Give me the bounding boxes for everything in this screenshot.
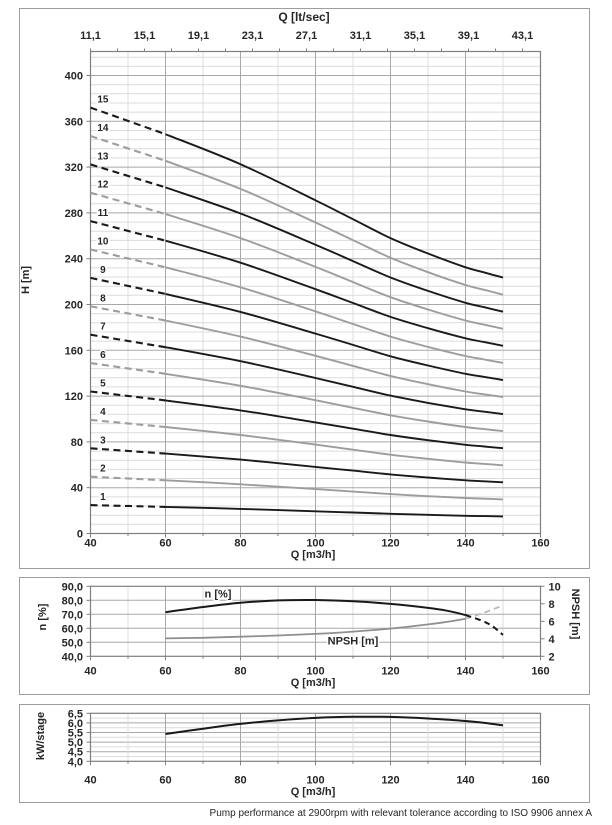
svg-text:1: 1: [100, 492, 106, 503]
svg-text:140: 140: [456, 538, 474, 550]
svg-text:60: 60: [159, 538, 171, 550]
svg-text:15,1: 15,1: [134, 30, 155, 42]
svg-text:13: 13: [97, 151, 109, 162]
power-chart-box: [19, 704, 590, 803]
svg-text:5,0: 5,0: [68, 737, 83, 749]
svg-text:100: 100: [306, 775, 324, 787]
svg-text:70,0: 70,0: [62, 609, 83, 621]
svg-text:160: 160: [531, 666, 549, 678]
svg-text:10: 10: [549, 581, 561, 593]
svg-text:320: 320: [65, 162, 83, 174]
svg-text:80: 80: [234, 666, 246, 678]
svg-text:80: 80: [71, 437, 83, 449]
svg-text:60: 60: [159, 666, 171, 678]
power-chart-x-axis-title: Q [m3/h]: [290, 786, 336, 798]
svg-text:0: 0: [77, 529, 83, 541]
svg-text:35,1: 35,1: [404, 30, 425, 42]
svg-text:4,5: 4,5: [68, 747, 83, 759]
svg-text:6,0: 6,0: [68, 718, 83, 730]
svg-text:NPSH [m]: NPSH [m]: [328, 636, 379, 648]
svg-text:6: 6: [549, 616, 555, 628]
svg-text:80,0: 80,0: [62, 595, 83, 607]
svg-text:8: 8: [100, 293, 106, 304]
svg-text:80: 80: [234, 538, 246, 550]
svg-text:80: 80: [234, 775, 246, 787]
svg-text:4: 4: [549, 634, 556, 646]
head-axis-title: H [m]: [20, 265, 32, 295]
svg-text:240: 240: [65, 254, 83, 266]
svg-text:40: 40: [84, 775, 96, 787]
svg-text:400: 400: [65, 71, 83, 83]
svg-text:40: 40: [84, 666, 96, 678]
svg-text:5: 5: [100, 379, 106, 390]
svg-text:200: 200: [65, 300, 83, 312]
svg-text:100: 100: [306, 666, 324, 678]
svg-text:40: 40: [84, 538, 96, 550]
svg-text:120: 120: [381, 538, 399, 550]
svg-text:6: 6: [100, 350, 106, 361]
svg-text:43,1: 43,1: [512, 30, 533, 42]
svg-text:5,5: 5,5: [68, 728, 83, 740]
svg-text:39,1: 39,1: [458, 30, 479, 42]
footer-note: Pump performance at 2900rpm with relevan…: [209, 808, 592, 819]
svg-text:140: 140: [456, 666, 474, 678]
efficiency-axis-title: n [%]: [37, 603, 49, 631]
svg-text:2: 2: [549, 651, 555, 663]
svg-text:40: 40: [71, 483, 83, 495]
svg-text:11,1: 11,1: [80, 30, 101, 42]
svg-text:n [%]: n [%]: [205, 589, 232, 601]
svg-text:3: 3: [100, 435, 106, 446]
svg-text:360: 360: [65, 116, 83, 128]
svg-text:60: 60: [159, 775, 171, 787]
head-capacity-chart-box: [19, 8, 590, 569]
svg-text:4: 4: [100, 407, 106, 418]
svg-text:90,0: 90,0: [62, 581, 83, 593]
svg-text:10: 10: [97, 237, 109, 248]
svg-text:8: 8: [549, 599, 555, 611]
efficiency-npsh-chart-box: [19, 577, 590, 695]
svg-text:120: 120: [65, 391, 83, 403]
svg-text:2: 2: [100, 464, 106, 475]
svg-text:140: 140: [456, 775, 474, 787]
svg-text:11: 11: [98, 208, 109, 219]
head-chart-x-axis-title: Q [m3/h]: [290, 549, 336, 561]
efficiency-chart-x-axis-title: Q [m3/h]: [290, 677, 336, 689]
svg-text:160: 160: [65, 345, 83, 357]
svg-text:9: 9: [100, 265, 106, 276]
svg-text:6,5: 6,5: [68, 708, 83, 720]
svg-text:23,1: 23,1: [242, 30, 263, 42]
npsh-axis-title: NPSH [m]: [569, 588, 581, 640]
power-axis-title: kW/stage: [35, 711, 47, 761]
svg-text:280: 280: [65, 208, 83, 220]
top-axis-title: Q [lt/sec]: [278, 10, 330, 24]
svg-text:27,1: 27,1: [296, 30, 317, 42]
svg-text:100: 100: [306, 538, 324, 550]
svg-text:50,0: 50,0: [62, 637, 83, 649]
svg-text:120: 120: [381, 775, 399, 787]
svg-text:15: 15: [97, 95, 109, 106]
svg-text:160: 160: [531, 775, 549, 787]
svg-text:4,0: 4,0: [68, 756, 83, 768]
svg-text:40,0: 40,0: [62, 651, 83, 663]
svg-text:120: 120: [381, 666, 399, 678]
svg-text:7: 7: [100, 322, 106, 333]
svg-text:14: 14: [97, 123, 109, 134]
svg-text:12: 12: [97, 180, 109, 191]
svg-text:160: 160: [531, 538, 549, 550]
svg-text:60,0: 60,0: [62, 623, 83, 635]
svg-text:19,1: 19,1: [188, 30, 209, 42]
svg-text:31,1: 31,1: [350, 30, 371, 42]
